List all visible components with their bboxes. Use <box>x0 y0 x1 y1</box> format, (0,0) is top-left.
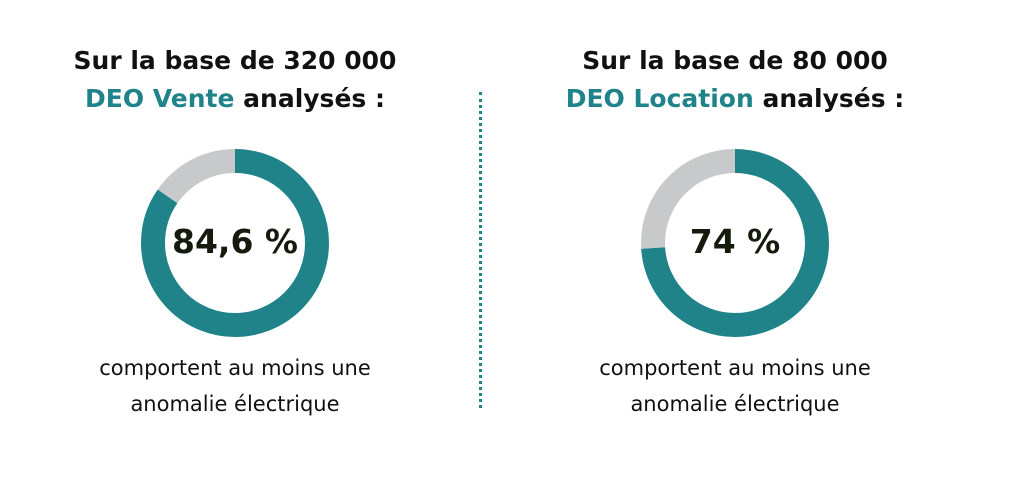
title-accent: DEO Location <box>565 84 754 113</box>
donut-slice-remainder <box>641 149 829 337</box>
title-line1: Sur la base de 320 000 <box>73 46 397 75</box>
panel-title: Sur la base de 320 000 DEO Vente analysé… <box>0 42 470 118</box>
center-label: 84,6 % <box>172 222 298 261</box>
donut-chart <box>641 149 829 337</box>
caption-line2: anomalie électrique <box>130 392 340 416</box>
donut-slice-remainder <box>141 149 329 337</box>
title-rest: analysés : <box>762 84 905 113</box>
caption-line1: comportent au moins une <box>99 356 371 380</box>
dotted-divider <box>479 92 482 408</box>
title-accent: DEO Vente <box>85 84 235 113</box>
title-line2: DEO Location analysés : <box>500 80 970 118</box>
donut-chart <box>141 149 329 337</box>
center-label: 74 % <box>689 222 781 261</box>
title-line2: DEO Vente analysés : <box>0 80 470 118</box>
caption: comportent au moins une anomalie électri… <box>500 350 970 422</box>
caption: comportent au moins une anomalie électri… <box>0 350 470 422</box>
panel-title: Sur la base de 80 000 DEO Location analy… <box>500 42 970 118</box>
title-line1: Sur la base de 80 000 <box>582 46 888 75</box>
caption-line2: anomalie électrique <box>630 392 840 416</box>
caption-line1: comportent au moins une <box>599 356 871 380</box>
title-rest: analysés : <box>243 84 385 113</box>
